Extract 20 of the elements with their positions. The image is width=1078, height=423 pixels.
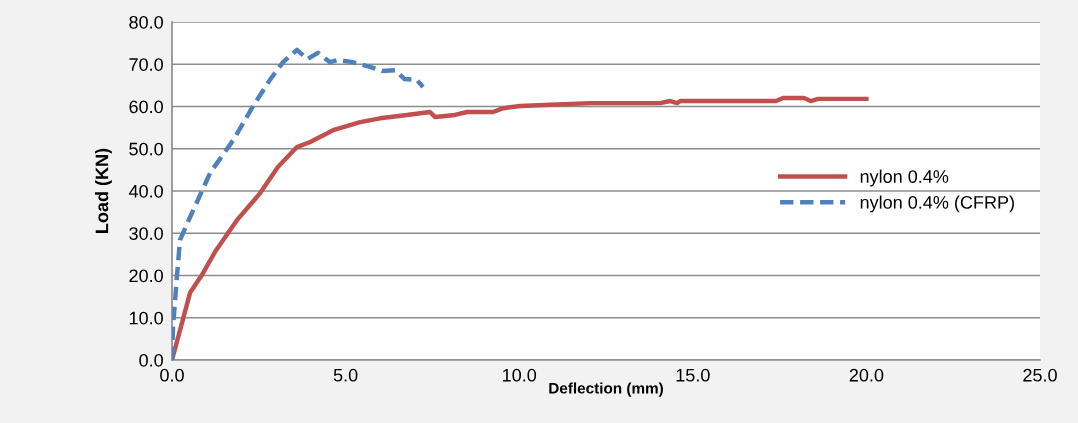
- line-series: [172, 47, 426, 360]
- y-tick-label: 30.0: [129, 227, 163, 240]
- legend-label: nylon 0.4%: [860, 169, 949, 187]
- x-tick-label: 5.0: [333, 368, 358, 382]
- x-axis-title: Deflection (mm): [549, 382, 663, 397]
- y-tick-label: 0.0: [139, 353, 163, 367]
- x-tick-label: 10.0: [503, 368, 537, 382]
- y-tick-label: 50.0: [129, 142, 163, 156]
- y-tick-label: 60.0: [129, 100, 163, 114]
- x-tick-label: 25.0: [1023, 368, 1057, 382]
- y-tick-label: 20.0: [129, 269, 163, 283]
- x-tick-label: 0.0: [160, 368, 184, 382]
- y-axis-title: Load (KN): [95, 148, 112, 233]
- y-tick-label: 10.0: [129, 311, 163, 325]
- x-tick-label: 15.0: [676, 368, 710, 382]
- y-tick-label: 80.0: [129, 15, 163, 29]
- legend-label: nylon 0.4% (CFRP): [860, 195, 1014, 213]
- x-tick-label: 20.0: [849, 368, 884, 382]
- y-tick-label: 40.0: [128, 184, 163, 198]
- y-tick-label: 70.0: [129, 58, 163, 71]
